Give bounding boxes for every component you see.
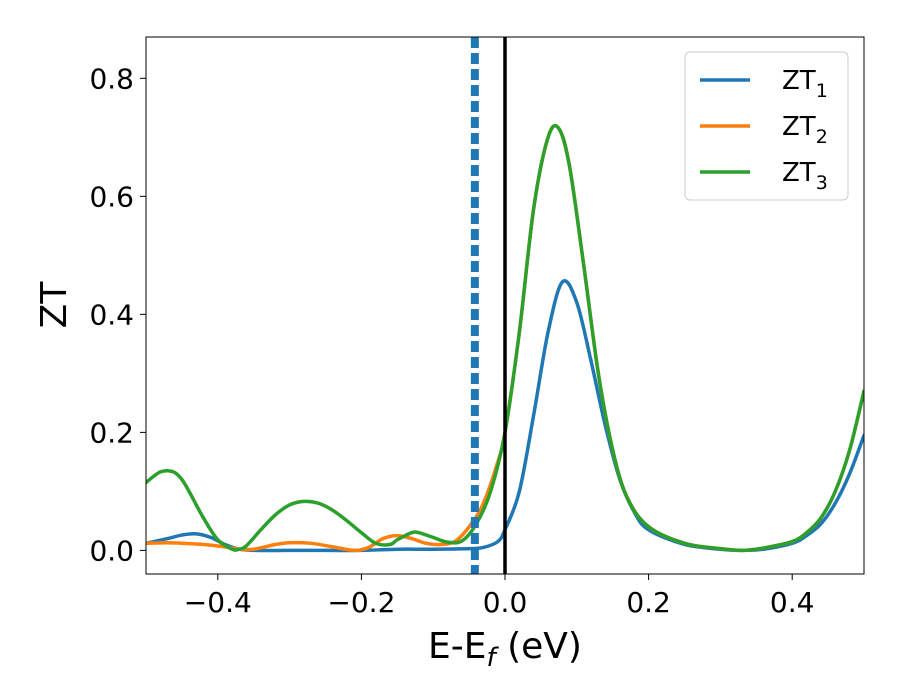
legend-frame (684, 51, 849, 201)
y-axis-title: ZT (34, 281, 75, 329)
legend-label-subscript: 3 (816, 172, 828, 194)
legend-label-zt1: ZT1 (782, 66, 828, 102)
x-tick-label: −0.2 (327, 586, 395, 619)
x-tick-label: 0.4 (770, 586, 815, 619)
y-axis-ticks: 0.0 0.2 0.4 0.6 0.8 (89, 62, 146, 567)
x-tick-label: −0.4 (184, 586, 252, 619)
y-tick-label: 0.0 (89, 534, 134, 567)
legend-label-zt2: ZT2 (782, 112, 828, 148)
legend-label-subscript: 2 (816, 126, 828, 148)
series-line-zt3 (146, 123, 864, 553)
legend-label-name: ZT (782, 158, 816, 188)
x-tick-label: 0.0 (483, 586, 528, 619)
y-tick-label: 0.6 (89, 180, 134, 213)
legend-label-name: ZT (782, 112, 816, 142)
y-tick-label: 0.2 (89, 416, 134, 449)
legend-label-zt3: ZT3 (782, 158, 828, 194)
x-axis-title-unit: (eV) (496, 626, 582, 667)
x-tick-label: 0.2 (626, 586, 671, 619)
y-tick-label: 0.4 (89, 298, 134, 331)
legend-label-name: ZT (782, 66, 816, 96)
legend-label-subscript: 1 (816, 80, 828, 102)
x-axis-ticks: −0.4 −0.2 0.0 0.2 0.4 (184, 574, 815, 619)
reference-lines (470, 37, 507, 574)
x-axis-title: E-Ef (eV) (428, 626, 582, 673)
y-tick-label: 0.8 (89, 62, 134, 95)
